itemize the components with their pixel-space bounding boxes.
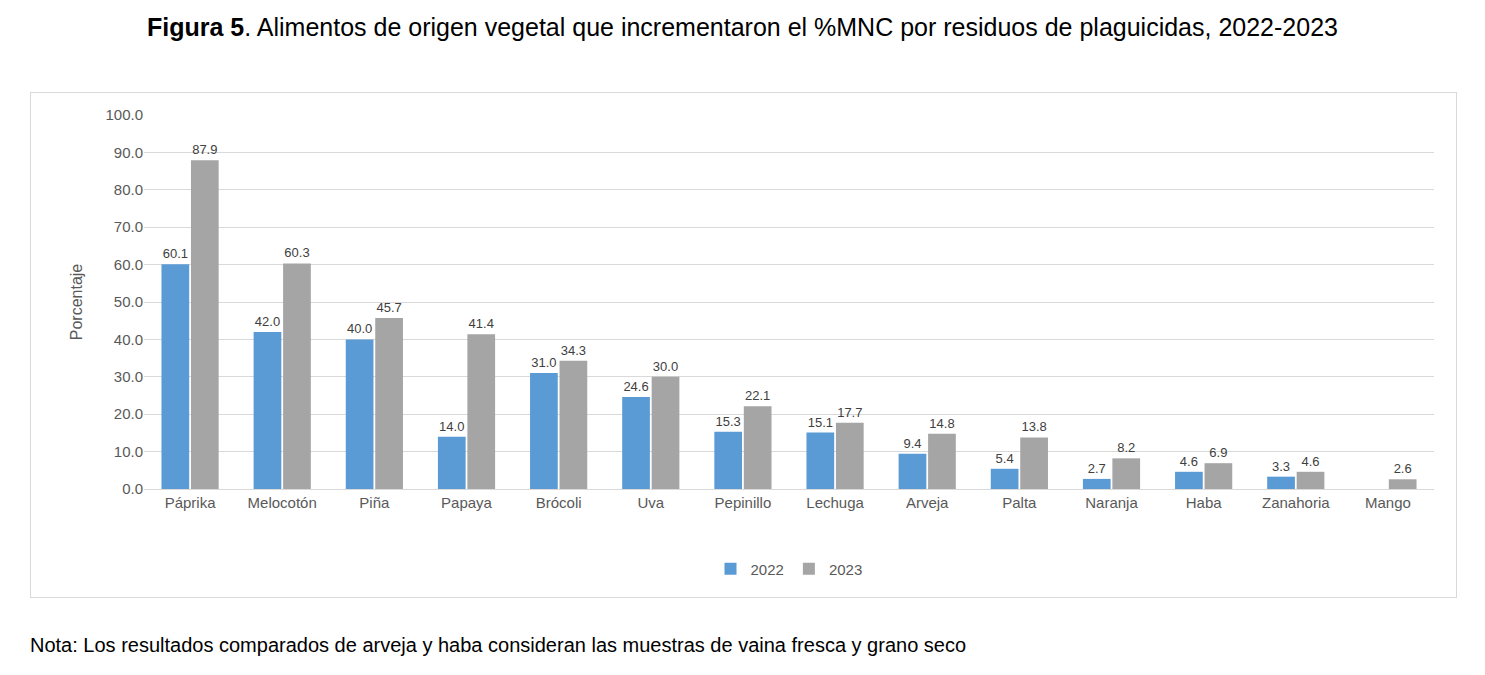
svg-text:20.0: 20.0	[114, 405, 143, 422]
svg-text:4.6: 4.6	[1301, 454, 1319, 469]
svg-text:17.7: 17.7	[837, 405, 862, 420]
svg-text:5.4: 5.4	[996, 451, 1014, 466]
svg-text:Uva: Uva	[637, 494, 664, 511]
svg-text:Haba: Haba	[1186, 494, 1223, 511]
svg-text:9.4: 9.4	[903, 436, 921, 451]
svg-text:Mango: Mango	[1365, 494, 1411, 511]
svg-text:Melocotón: Melocotón	[248, 494, 317, 511]
svg-text:Naranja: Naranja	[1085, 494, 1138, 511]
svg-text:2.7: 2.7	[1088, 461, 1106, 476]
svg-text:3.3: 3.3	[1272, 459, 1290, 474]
html-text:Figura 5. Alimentos de origen: Figura 5. Alimentos de origen vegetal qu…	[147, 13, 1338, 41]
svg-text:34.3: 34.3	[561, 343, 586, 358]
svg-text:Piña: Piña	[359, 494, 390, 511]
svg-text:40.0: 40.0	[347, 321, 372, 336]
svg-text:10.0: 10.0	[114, 443, 143, 460]
svg-text:Palta: Palta	[1002, 494, 1037, 511]
svg-text:2.6: 2.6	[1394, 461, 1412, 476]
svg-text:100.0: 100.0	[105, 106, 143, 123]
svg-text:2023: 2023	[829, 561, 862, 578]
svg-text:14.0: 14.0	[439, 419, 464, 434]
svg-text:Papaya: Papaya	[441, 494, 493, 511]
svg-text:13.8: 13.8	[1021, 419, 1046, 434]
svg-text:40.0: 40.0	[114, 331, 143, 348]
svg-text:0.0: 0.0	[122, 480, 143, 497]
svg-text:30.0: 30.0	[114, 368, 143, 385]
svg-text:24.6: 24.6	[623, 379, 648, 394]
svg-text:Zanahoria: Zanahoria	[1262, 494, 1330, 511]
svg-text:8.2: 8.2	[1117, 440, 1135, 455]
svg-text:60.1: 60.1	[163, 246, 188, 261]
svg-text:31.0: 31.0	[531, 355, 556, 370]
svg-text:30.0: 30.0	[653, 359, 678, 374]
html-text:Nota: Los resultados comparado: Nota: Los resultados comparados de arvej…	[30, 634, 967, 656]
svg-text:42.0: 42.0	[255, 314, 280, 329]
svg-text:90.0: 90.0	[114, 144, 143, 161]
svg-text:60.3: 60.3	[284, 245, 309, 260]
svg-text:45.7: 45.7	[376, 300, 401, 315]
svg-text:15.1: 15.1	[808, 415, 833, 430]
svg-text:60.0: 60.0	[114, 256, 143, 273]
svg-text:4.6: 4.6	[1180, 454, 1198, 469]
svg-text:Pepinillo: Pepinillo	[715, 494, 772, 511]
svg-text:15.3: 15.3	[716, 414, 741, 429]
svg-text:50.0: 50.0	[114, 293, 143, 310]
svg-text:87.9: 87.9	[192, 142, 217, 157]
svg-text:70.0: 70.0	[114, 218, 143, 235]
svg-text:6.9: 6.9	[1209, 445, 1227, 460]
svg-text:Porcentaje: Porcentaje	[68, 264, 85, 341]
svg-text:Brócoli: Brócoli	[536, 494, 582, 511]
svg-text:14.8: 14.8	[929, 416, 954, 431]
svg-text:41.4: 41.4	[469, 316, 494, 331]
svg-text:Páprika: Páprika	[165, 494, 217, 511]
svg-text:Arveja: Arveja	[906, 494, 949, 511]
svg-text:22.1: 22.1	[745, 388, 770, 403]
svg-text:Lechuga: Lechuga	[806, 494, 864, 511]
svg-text:2022: 2022	[751, 561, 784, 578]
svg-text:80.0: 80.0	[114, 181, 143, 198]
